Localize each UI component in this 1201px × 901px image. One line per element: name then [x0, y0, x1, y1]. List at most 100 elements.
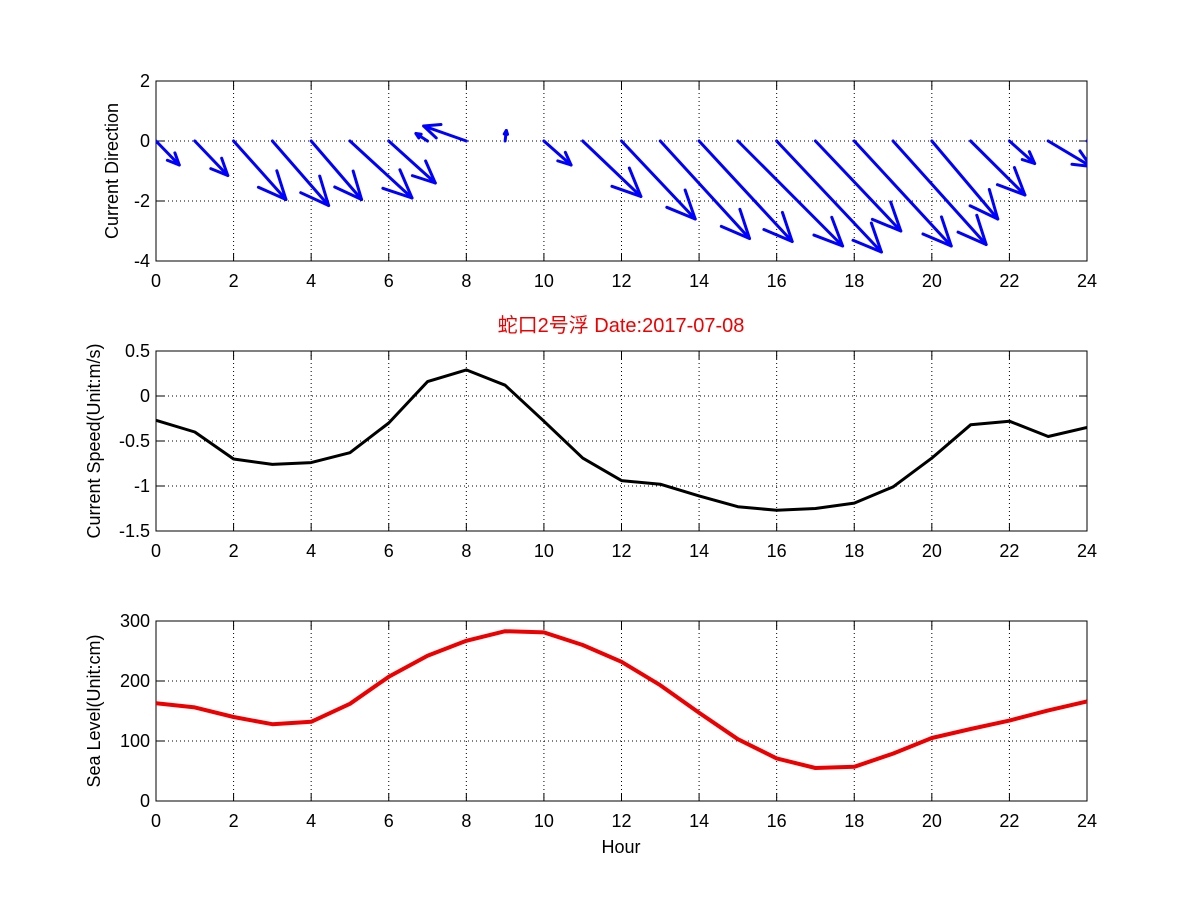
direction-arrow-shaft	[813, 139, 903, 233]
x-tick-label: 18	[844, 271, 864, 291]
direction-arrow	[1007, 139, 1037, 165]
plot-area	[156, 123, 1087, 254]
x-tick-label: 8	[461, 271, 471, 291]
direction-arrow-shaft	[581, 139, 643, 198]
x-tick-label: 20	[922, 271, 942, 291]
x-tick-label: 4	[306, 811, 316, 831]
figure-title: 蛇口2号浮 Date:2017-07-08	[498, 314, 745, 337]
x-tick-label: 22	[999, 811, 1019, 831]
direction-arrow	[813, 139, 903, 233]
direction-arrow-shaft	[658, 139, 752, 240]
direction-arrow	[502, 129, 510, 143]
x-tick-label: 18	[844, 811, 864, 831]
direction-arrow	[891, 139, 988, 246]
y-tick-label: 0	[140, 131, 150, 151]
direction-arrow-shaft	[969, 139, 1027, 197]
direction-arrow-head	[1020, 150, 1037, 165]
current-speed-panel: Current Speed(Unit:m/s) 0 2 4 6 8 10 12 14 16 18 2…	[84, 341, 1097, 561]
direction-arrow-shaft	[156, 139, 181, 167]
x-tick-label: 2	[229, 811, 239, 831]
direction-arrow	[414, 132, 430, 143]
direction-arrow-head	[556, 150, 573, 167]
direction-arrow-head	[414, 132, 423, 140]
y-tick-label: -4	[134, 251, 150, 271]
direction-arrow-head	[851, 221, 883, 254]
y-tick-label: -1.5	[119, 521, 150, 541]
x-tick-label: 12	[611, 541, 631, 561]
plot-area	[156, 629, 1087, 770]
direction-arrow	[969, 139, 1027, 197]
sea-level-ylabel: Sea Level(Unit:cm)	[84, 634, 104, 787]
x-tick-label: 14	[689, 811, 709, 831]
direction-arrow-shaft	[1046, 139, 1087, 166]
x-tick-label: 0	[151, 811, 161, 831]
x-tick-label: 24	[1077, 811, 1097, 831]
direction-arrow-shaft	[697, 139, 794, 243]
x-tick-label: 6	[384, 541, 394, 561]
direction-arrow-shaft	[736, 139, 845, 248]
direction-arrow	[852, 139, 953, 248]
x-tick-label: 24	[1077, 271, 1097, 291]
direction-arrow-head	[502, 129, 510, 136]
direction-arrow	[542, 139, 573, 167]
direction-arrow	[736, 139, 845, 248]
direction-arrow-shaft	[1007, 139, 1037, 165]
direction-arrow-head	[1070, 149, 1087, 168]
direction-arrow	[156, 139, 181, 167]
direction-arrow	[620, 139, 697, 221]
direction-arrow-shaft	[309, 139, 364, 201]
x-tick-label: 10	[534, 811, 554, 831]
direction-arrow	[232, 139, 288, 201]
direction-arrow	[697, 139, 794, 243]
x-tick-label: 18	[844, 541, 864, 561]
x-tick-label: 0	[151, 271, 161, 291]
sea_level-series-line	[156, 629, 1087, 770]
direction-arrow-shaft	[193, 139, 230, 177]
direction-arrow-head	[968, 187, 1000, 221]
x-tick-label: 2	[229, 541, 239, 561]
x-tick-label: 24	[1077, 541, 1097, 561]
x-tick-label: 22	[999, 541, 1019, 561]
y-tick-label: 2	[140, 71, 150, 91]
x-tick-label: 8	[461, 811, 471, 831]
x-tick-label: 0	[151, 541, 161, 561]
x-tick-label: 8	[461, 541, 471, 561]
direction-arrow-shaft	[542, 139, 573, 167]
x-tick-label: 10	[534, 541, 554, 561]
speed-ylabel: Current Speed(Unit:m/s)	[84, 343, 104, 538]
direction-arrow-shaft	[232, 139, 288, 201]
direction-arrow-head	[921, 215, 953, 248]
direction-arrow-head	[812, 215, 845, 248]
direction-arrow-shaft	[775, 139, 883, 254]
x-tick-label: 6	[384, 811, 394, 831]
x-tick-label: 10	[534, 271, 554, 291]
direction-arrow-head	[410, 159, 437, 185]
y-tick-label: -2	[134, 191, 150, 211]
direction-arrow	[193, 139, 230, 177]
y-tick-label: 0	[140, 386, 150, 406]
direction-arrow	[658, 139, 752, 240]
x-tick-label: 16	[767, 541, 787, 561]
direction-arrow-shaft	[891, 139, 988, 246]
direction-arrow-head	[870, 200, 903, 233]
y-tick-label: 300	[120, 611, 150, 631]
direction-arrow-shaft	[852, 139, 953, 248]
x-tick-label: 16	[767, 811, 787, 831]
direction-arrow-shaft	[270, 139, 331, 207]
direction-arrow-shaft	[930, 139, 1000, 221]
y-tick-label: 200	[120, 671, 150, 691]
y-tick-label: 0	[140, 791, 150, 811]
direction-arrow-head	[381, 168, 414, 200]
direction-arrow-head	[956, 213, 988, 246]
direction-arrow	[309, 139, 364, 201]
direction-arrow-head	[762, 210, 794, 243]
x-tick-label: 2	[229, 271, 239, 291]
x-tick-label: 20	[922, 541, 942, 561]
direction-arrow	[581, 139, 643, 198]
direction-arrow-head	[256, 169, 288, 201]
sea-level-xlabel: Hour	[601, 837, 640, 857]
x-tick-label: 14	[689, 271, 709, 291]
direction-arrow-head	[610, 166, 643, 198]
direction-arrow	[930, 139, 1000, 221]
y-tick-label: -0.5	[119, 431, 150, 451]
